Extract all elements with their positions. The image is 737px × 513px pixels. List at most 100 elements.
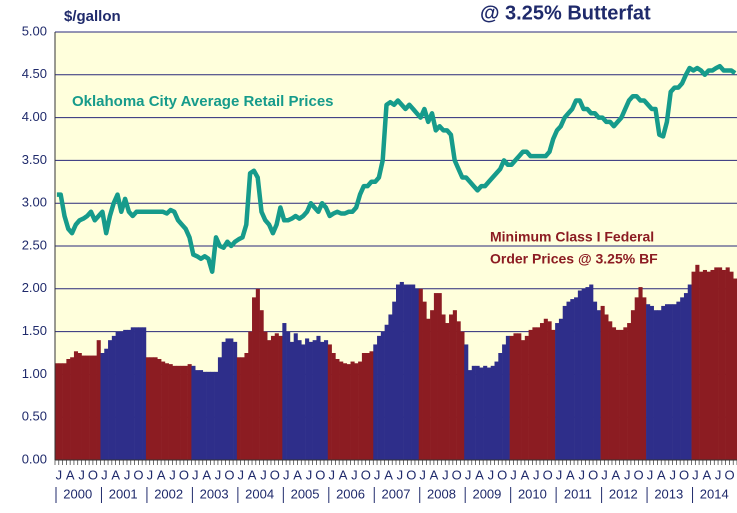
bar [589, 284, 594, 460]
bar [536, 327, 541, 460]
bar [411, 284, 416, 460]
bar [433, 293, 438, 460]
bar [646, 304, 651, 460]
bar [89, 355, 94, 460]
bar [342, 363, 348, 460]
x-month-label: A [566, 467, 575, 482]
x-month-label: J [692, 467, 699, 482]
bar [346, 364, 351, 460]
y-axis-label: $/gallon [64, 8, 121, 25]
bar [73, 351, 79, 460]
bar [593, 301, 598, 460]
bar [623, 327, 628, 460]
bar [138, 327, 143, 460]
x-month-label: J [306, 467, 313, 482]
bar [430, 310, 435, 460]
bar [718, 267, 723, 460]
bar [532, 327, 537, 460]
bar [521, 340, 526, 460]
bar [691, 271, 696, 460]
x-month-label: J [669, 467, 676, 482]
bar [297, 340, 302, 460]
bar [460, 331, 465, 460]
bar [157, 358, 162, 460]
bar [729, 271, 734, 460]
bar [115, 331, 120, 460]
x-month-label: J [601, 467, 608, 482]
x-month-label: O [543, 467, 553, 482]
bar [634, 297, 639, 460]
bar [339, 361, 344, 460]
bar [653, 310, 658, 460]
bar [66, 358, 71, 460]
x-year-label: 2005 [291, 486, 320, 501]
bar [85, 355, 90, 460]
bar [92, 355, 97, 460]
x-month-label: J [283, 467, 290, 482]
bar [55, 363, 60, 460]
bar [100, 353, 105, 460]
bar [638, 287, 643, 460]
x-month-label: J [510, 467, 517, 482]
bar [604, 314, 609, 460]
x-year-label: 2012 [609, 486, 638, 501]
y-tick-label: 4.00 [22, 109, 47, 124]
bar [517, 333, 522, 460]
bar [168, 364, 173, 460]
x-month-label: O [315, 467, 325, 482]
bar [714, 267, 719, 460]
x-month-label: A [430, 467, 439, 482]
bar [581, 288, 586, 460]
bar [236, 357, 241, 460]
bar [452, 310, 457, 460]
x-month-label: J [124, 467, 131, 482]
bar [145, 357, 151, 460]
bar [308, 341, 313, 460]
x-month-label: O [497, 467, 507, 482]
x-month-label: O [588, 467, 598, 482]
bar [153, 357, 158, 460]
bar [81, 355, 86, 460]
bar [574, 297, 579, 460]
bar [570, 299, 575, 460]
bar [611, 327, 617, 460]
x-month-label: A [66, 467, 75, 482]
x-month-label: A [339, 467, 348, 482]
x-year-label: 2000 [63, 486, 92, 501]
x-month-label: O [406, 467, 416, 482]
x-month-label: A [111, 467, 120, 482]
bar [267, 340, 272, 460]
bar [680, 297, 685, 460]
y-tick-label: 0.50 [22, 409, 47, 424]
bar [252, 297, 257, 460]
y-tick-label: 1.50 [22, 323, 47, 338]
bar [119, 331, 124, 460]
x-month-label: A [248, 467, 257, 482]
x-month-label: J [556, 467, 563, 482]
bar [149, 357, 154, 460]
bar [710, 269, 715, 460]
y-tick-label: 3.00 [22, 195, 47, 210]
bar [225, 338, 230, 460]
bar [513, 333, 518, 460]
bar [244, 353, 249, 460]
bar [111, 335, 116, 460]
bar [191, 365, 196, 460]
x-month-label: J [624, 467, 631, 482]
x-month-label: O [88, 467, 98, 482]
x-year-label: 2009 [472, 486, 501, 501]
bar [683, 293, 689, 460]
bar [441, 314, 446, 460]
x-month-label: J [647, 467, 654, 482]
bar [479, 367, 484, 460]
bar [672, 304, 677, 460]
x-year-label: 2002 [154, 486, 183, 501]
bar [316, 335, 321, 460]
y-tick-label: 2.00 [22, 280, 47, 295]
x-month-label: A [293, 467, 302, 482]
bar [77, 353, 82, 460]
x-year-label: 2010 [518, 486, 547, 501]
bar [335, 358, 340, 460]
bar [695, 264, 700, 460]
